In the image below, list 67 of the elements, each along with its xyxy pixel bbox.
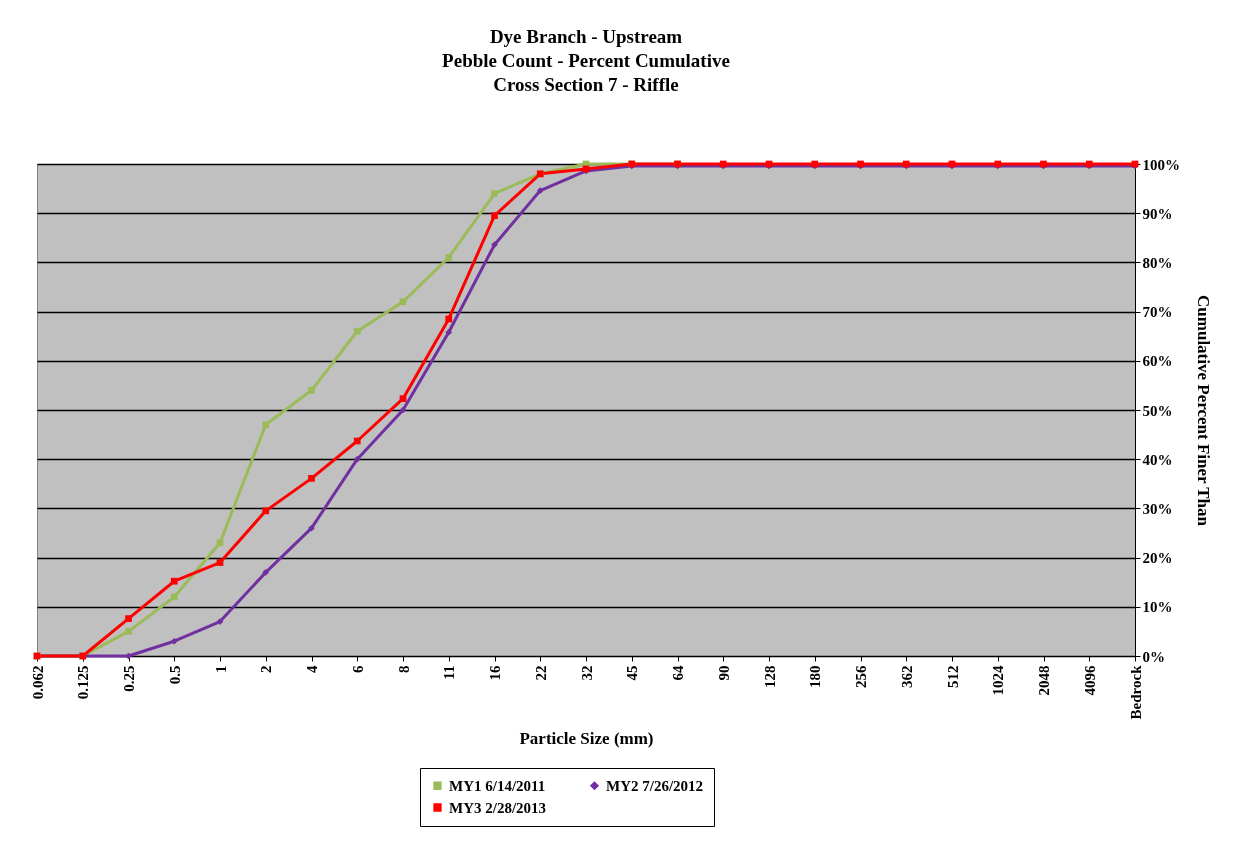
x-tick-label: 128 bbox=[761, 665, 778, 688]
y-tick-label: 100% bbox=[1142, 156, 1180, 173]
point bbox=[262, 507, 270, 515]
x-tick-label: 0.25 bbox=[121, 665, 137, 692]
point bbox=[170, 637, 178, 645]
x-tick-label: 0.062 bbox=[29, 665, 46, 700]
x-tick-label: 16 bbox=[487, 665, 503, 681]
y-axis-title: Cumulative Percent Finer Than bbox=[1194, 295, 1213, 527]
x-tick-label: 8 bbox=[395, 665, 412, 673]
point bbox=[491, 190, 498, 197]
point bbox=[170, 593, 178, 601]
point bbox=[491, 241, 498, 249]
point bbox=[353, 455, 361, 463]
point bbox=[536, 187, 544, 194]
point bbox=[308, 475, 315, 482]
point bbox=[125, 615, 132, 622]
x-tick-label: 0.5 bbox=[166, 665, 183, 685]
point bbox=[353, 437, 361, 445]
point bbox=[491, 212, 498, 220]
point bbox=[399, 406, 407, 414]
y-tick-label: 10% bbox=[1142, 599, 1173, 616]
point bbox=[308, 386, 315, 394]
x-tick-label: 4 bbox=[304, 665, 320, 673]
x-tick-label: 4096 bbox=[1081, 665, 1098, 696]
x-tick-label: 64 bbox=[670, 665, 686, 681]
x-tick-label: 45 bbox=[624, 665, 641, 681]
y-tick-label: 50% bbox=[1142, 402, 1173, 419]
x-tick-label: 90 bbox=[715, 665, 732, 681]
y-tick-label: 30% bbox=[1142, 500, 1173, 517]
point bbox=[399, 298, 407, 306]
y-tick-label: 0% bbox=[1142, 648, 1165, 665]
y-tick-label: 40% bbox=[1142, 451, 1173, 468]
x-tick-label: 22 bbox=[532, 665, 549, 681]
legend-label: MY3 2/28/2013 bbox=[449, 799, 547, 816]
x-tick-label: 6 bbox=[349, 665, 366, 673]
x-tick-label: 256 bbox=[853, 665, 869, 688]
x-tick-label: 2 bbox=[258, 665, 275, 673]
point bbox=[170, 577, 178, 585]
x-tick-label: 11 bbox=[441, 665, 458, 680]
x-tick-label: 1 bbox=[212, 665, 229, 673]
legend-label: MY2 7/26/2012 bbox=[606, 777, 704, 794]
point bbox=[353, 327, 361, 335]
y-tick-label: 80% bbox=[1142, 254, 1173, 271]
point bbox=[262, 569, 270, 576]
y-tick-label: 70% bbox=[1142, 304, 1173, 321]
point bbox=[445, 328, 453, 336]
x-tick-label: 32 bbox=[578, 665, 595, 681]
x-tick-label: Bedrock bbox=[1127, 664, 1144, 720]
x-tick-label: 0.125 bbox=[75, 665, 92, 700]
point bbox=[216, 559, 224, 566]
x-tick-label: 512 bbox=[944, 665, 961, 688]
point bbox=[125, 628, 132, 635]
x-axis-title: Particle Size (mm) bbox=[519, 729, 654, 749]
x-tick-label: 2048 bbox=[1036, 665, 1052, 696]
point bbox=[445, 315, 453, 323]
legend-label: MY1 6/14/2011 bbox=[449, 777, 546, 794]
y-tick-label: 60% bbox=[1142, 353, 1173, 370]
point bbox=[262, 421, 270, 429]
x-tick-label: 1024 bbox=[990, 665, 1007, 696]
chart-title: Dye Branch - Upstream Pebble Count - Percent Cumulative Cross Section 7 - Riffle bbox=[442, 26, 730, 95]
point bbox=[445, 254, 453, 261]
y-tick-label: 20% bbox=[1142, 550, 1173, 567]
x-tick-label: 180 bbox=[807, 665, 824, 688]
point bbox=[216, 539, 224, 547]
point bbox=[399, 395, 407, 403]
x-tick-label: 362 bbox=[898, 665, 915, 688]
y-tick-label: 90% bbox=[1142, 205, 1173, 222]
